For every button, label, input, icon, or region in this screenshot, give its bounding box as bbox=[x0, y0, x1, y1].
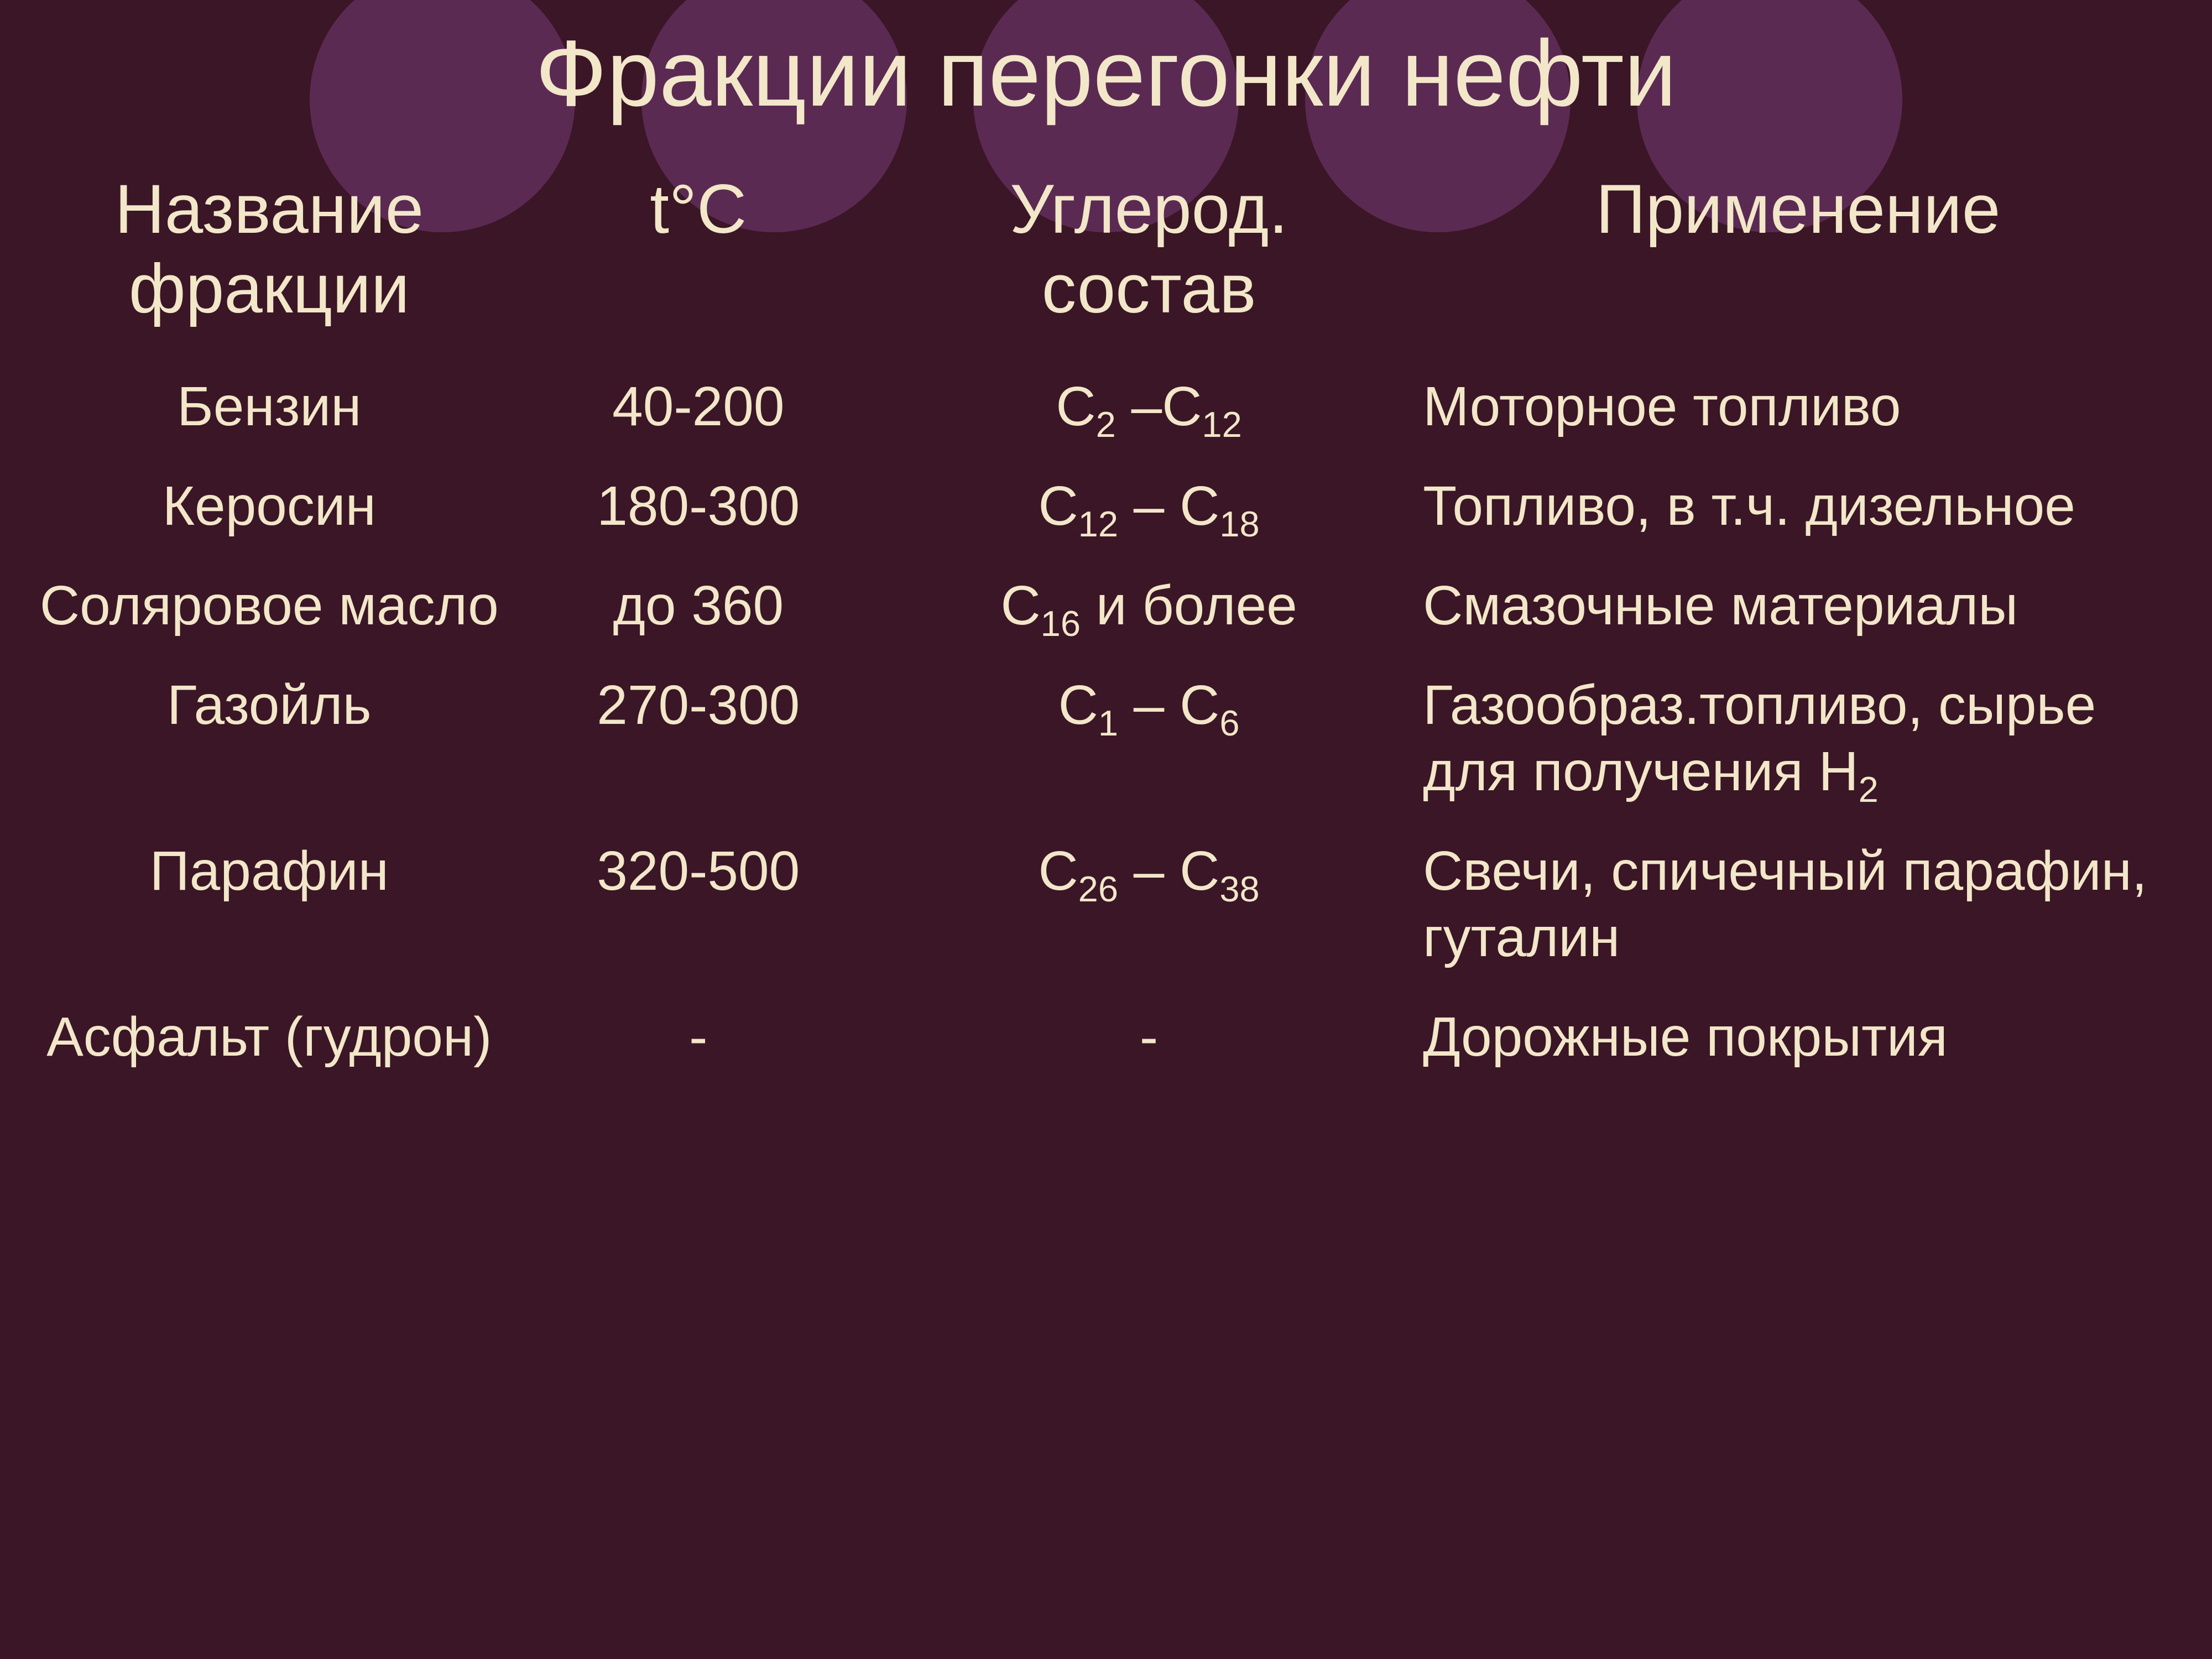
table-row: Парафин 320-500 C26 – C38 Свечи, спичечн… bbox=[33, 827, 2179, 993]
cell-temp: до 360 bbox=[505, 561, 891, 661]
table-body: Бензин 40-200 C2 –C12 Моторное топливо К… bbox=[33, 362, 2179, 1092]
cell-comp: C1 – C6 bbox=[891, 661, 1406, 827]
cell-temp: - bbox=[505, 993, 891, 1092]
col-header-comp: Углерод. состав bbox=[891, 159, 1406, 362]
cell-app: Свечи, спичечный парафин, гуталин bbox=[1406, 827, 2179, 993]
col-header-name: Название фракции bbox=[33, 159, 505, 362]
table-row: Керосин 180-300 C12 – C18 Топливо, в т.ч… bbox=[33, 462, 2179, 561]
table-row: Газойль 270-300 C1 – C6 Газообраз.топлив… bbox=[33, 661, 2179, 827]
slide: Фракции перегонки нефти Название фракции… bbox=[0, 0, 2212, 1659]
cell-comp: - bbox=[891, 993, 1406, 1092]
slide-title: Фракции перегонки нефти bbox=[33, 22, 2179, 126]
fractions-table: Название фракции t°C Углерод. состав При… bbox=[33, 159, 2179, 1092]
cell-app: Смазочные материалы bbox=[1406, 561, 2179, 661]
cell-name: Газойль bbox=[33, 661, 505, 827]
slide-content: Фракции перегонки нефти Название фракции… bbox=[0, 0, 2212, 1659]
cell-app: Дорожные покрытия bbox=[1406, 993, 2179, 1092]
col-header-app: Применение bbox=[1406, 159, 2179, 362]
cell-temp: 320-500 bbox=[505, 827, 891, 993]
cell-name: Парафин bbox=[33, 827, 505, 993]
cell-name: Бензин bbox=[33, 362, 505, 462]
col-header-temp: t°C bbox=[505, 159, 891, 362]
table-row: Бензин 40-200 C2 –C12 Моторное топливо bbox=[33, 362, 2179, 462]
cell-temp: 180-300 bbox=[505, 462, 891, 561]
cell-name: Асфальт (гудрон) bbox=[33, 993, 505, 1092]
cell-comp: C12 – C18 bbox=[891, 462, 1406, 561]
table-header-row: Название фракции t°C Углерод. состав При… bbox=[33, 159, 2179, 362]
cell-temp: 40-200 bbox=[505, 362, 891, 462]
cell-comp: C16 и более bbox=[891, 561, 1406, 661]
cell-app: Моторное топливо bbox=[1406, 362, 2179, 462]
cell-app: Газообраз.топливо, сырье для получения H… bbox=[1406, 661, 2179, 827]
cell-comp: C26 – C38 bbox=[891, 827, 1406, 993]
cell-name: Керосин bbox=[33, 462, 505, 561]
table-row: Асфальт (гудрон) - - Дорожные покрытия bbox=[33, 993, 2179, 1092]
cell-comp: C2 –C12 bbox=[891, 362, 1406, 462]
table-row: Соляровое масло до 360 C16 и более Смазо… bbox=[33, 561, 2179, 661]
cell-app: Топливо, в т.ч. дизельное bbox=[1406, 462, 2179, 561]
cell-temp: 270-300 bbox=[505, 661, 891, 827]
cell-name: Соляровое масло bbox=[33, 561, 505, 661]
